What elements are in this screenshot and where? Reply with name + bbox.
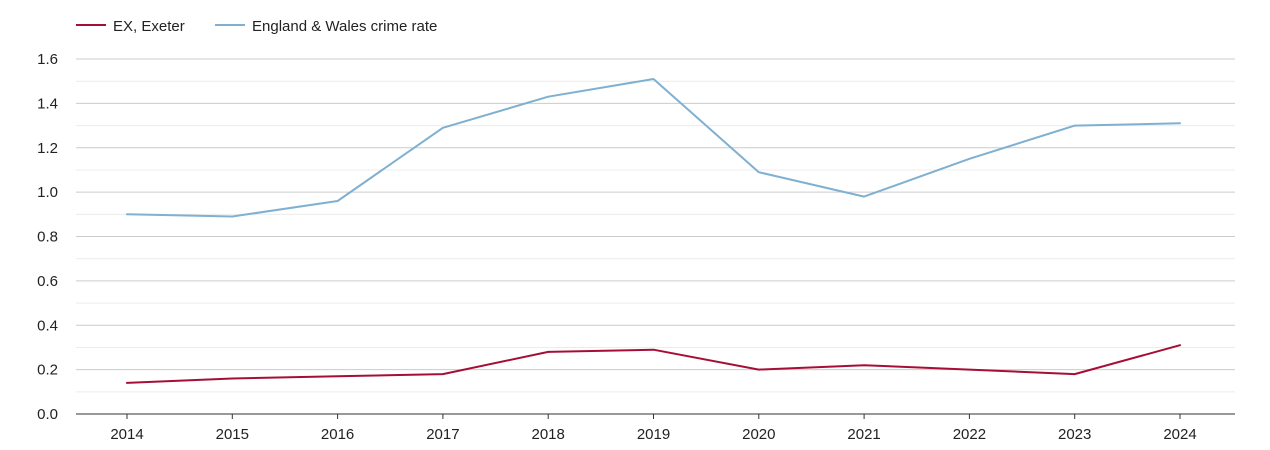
x-tick-label: 2017: [426, 426, 459, 443]
y-tick-label: 0.4: [37, 317, 58, 334]
legend-label-england-wales: England & Wales crime rate: [252, 18, 437, 35]
y-tick-label: 1.2: [37, 140, 58, 157]
x-tick-label: 2020: [742, 426, 775, 443]
axes: 0.0 0.2 0.4 0.6 0.8 1.0 1.2 1.4 1.6 2014 2015 2016 2…: [37, 51, 1235, 443]
series: [126, 78, 1181, 384]
series-line-england-wales: [126, 78, 1181, 218]
x-tick-label: 2014: [110, 426, 143, 443]
y-tick-label: 1.6: [37, 51, 58, 68]
x-tick-label: 2016: [321, 426, 354, 443]
y-tick-label: 1.4: [37, 95, 58, 112]
x-tick-label: 2021: [847, 426, 880, 443]
y-tick-label: 1.0: [37, 184, 58, 201]
x-tick-label: 2019: [637, 426, 670, 443]
grid: [76, 58, 1235, 393]
legend: EX, Exeter England & Wales crime rate: [76, 18, 437, 35]
series-line-exeter: [126, 344, 1181, 384]
y-tick-label: 0.6: [37, 273, 58, 290]
y-tick-label: 0.8: [37, 229, 58, 246]
x-tick-label: 2015: [216, 426, 249, 443]
x-tick-label: 2024: [1163, 426, 1196, 443]
legend-label-exeter: EX, Exeter: [113, 18, 185, 35]
x-tick-label: 2018: [532, 426, 565, 443]
y-tick-label: 0.2: [37, 362, 58, 379]
x-tick-label: 2023: [1058, 426, 1091, 443]
y-tick-label: 0.0: [37, 406, 58, 423]
x-tick-label: 2022: [953, 426, 986, 443]
